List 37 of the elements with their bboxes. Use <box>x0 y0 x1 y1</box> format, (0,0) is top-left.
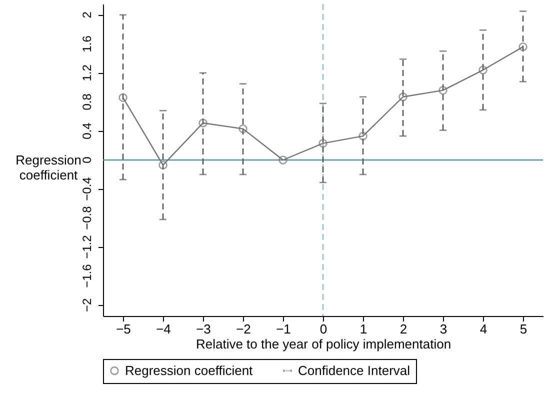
y-tick-label: 1.2 <box>80 64 94 82</box>
y-tick-label: −2 <box>80 298 94 312</box>
x-tick-label: −4 <box>156 322 171 336</box>
y-tick-label: 0.8 <box>80 93 94 110</box>
point <box>238 124 248 134</box>
y-tick-label: −1.2 <box>80 234 94 259</box>
y-tick-label: 2 <box>80 11 94 18</box>
y-tick-label: −0.4 <box>80 176 94 201</box>
point <box>158 160 168 170</box>
point <box>198 118 208 128</box>
y-tick-label: −0.8 <box>80 206 94 230</box>
x-tick-label: −1 <box>276 322 291 336</box>
y-tick-label: 0.4 <box>80 122 94 140</box>
point <box>438 86 448 95</box>
point <box>358 132 368 140</box>
point <box>278 156 288 164</box>
x-tick-label: −2 <box>236 322 251 336</box>
x-tick-label: 3 <box>440 322 448 336</box>
x-tick-label: 0 <box>320 322 328 336</box>
x-tick-label: 2 <box>400 322 408 336</box>
x-tick-label: 5 <box>520 322 528 336</box>
legend-label: Regression coefficient <box>125 362 254 378</box>
x-tick-label: −3 <box>196 322 211 336</box>
x-tick-label: −5 <box>116 322 131 336</box>
y-tick-label: 1.6 <box>80 35 94 52</box>
point <box>318 138 328 148</box>
point <box>518 42 528 52</box>
y-tick-label: −1.6 <box>80 264 94 288</box>
y-tick-label: 0 <box>80 156 94 164</box>
x-tick-label: 1 <box>360 322 368 336</box>
y-axis-title: Regression coefficient <box>16 152 82 182</box>
x-tick-label: 4 <box>480 322 488 336</box>
x-axis-title: Relative to the year of policy implementation <box>196 336 452 352</box>
text: Confidence Interval <box>298 362 410 378</box>
point <box>478 66 488 74</box>
point <box>398 92 408 102</box>
point <box>118 93 128 102</box>
